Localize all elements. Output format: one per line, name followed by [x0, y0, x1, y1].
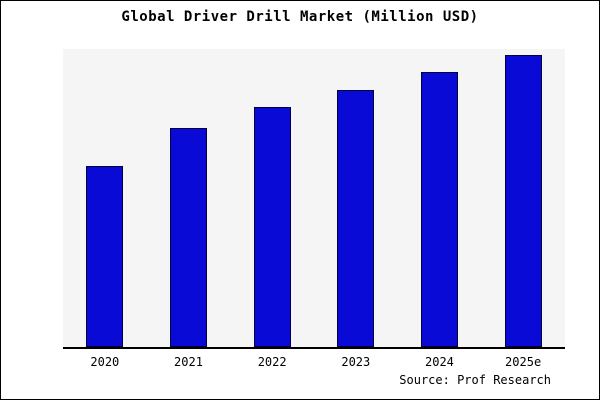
- x-axis-labels: 2020 2021 2022 2023 2024 2025e: [63, 355, 565, 369]
- x-tick-label-2025e: 2025e: [505, 355, 542, 369]
- plot-area: [63, 49, 565, 349]
- bar-2023: [337, 89, 375, 347]
- bar-2024: [420, 72, 458, 347]
- chart-title: Global Driver Drill Market (Million USD): [121, 9, 479, 25]
- bar-2025e: [504, 54, 542, 347]
- source-note: Source: Prof Research: [399, 373, 551, 387]
- bar-2020: [86, 165, 124, 347]
- x-tick-label-2021: 2021: [174, 355, 203, 369]
- bar-2022: [253, 107, 291, 347]
- bar-2021: [169, 127, 207, 347]
- x-tick-label-2020: 2020: [90, 355, 120, 369]
- x-tick-label-2022: 2022: [257, 355, 287, 369]
- x-tick-label-2024: 2024: [425, 355, 454, 369]
- x-tick-label-2023: 2023: [341, 355, 371, 369]
